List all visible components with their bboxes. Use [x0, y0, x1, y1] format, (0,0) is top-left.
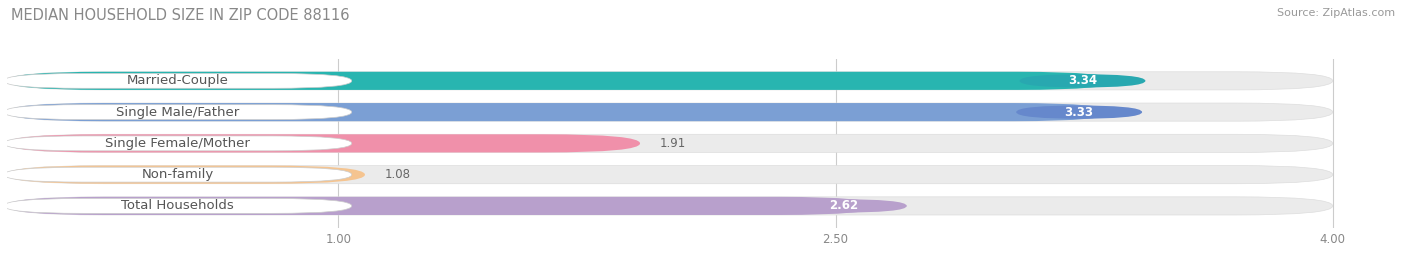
FancyBboxPatch shape [1017, 105, 1142, 119]
Text: Non-family: Non-family [142, 168, 214, 181]
FancyBboxPatch shape [7, 72, 1114, 90]
FancyBboxPatch shape [7, 134, 1333, 152]
FancyBboxPatch shape [1019, 74, 1146, 88]
Text: Single Female/Mother: Single Female/Mother [105, 137, 250, 150]
FancyBboxPatch shape [4, 199, 352, 213]
FancyBboxPatch shape [4, 167, 352, 182]
FancyBboxPatch shape [7, 166, 1333, 184]
FancyBboxPatch shape [4, 105, 352, 120]
Text: 2.62: 2.62 [830, 199, 859, 213]
Text: Total Households: Total Households [121, 199, 233, 213]
FancyBboxPatch shape [780, 199, 907, 213]
Text: 1.08: 1.08 [385, 168, 411, 181]
FancyBboxPatch shape [4, 136, 352, 151]
FancyBboxPatch shape [7, 166, 366, 184]
FancyBboxPatch shape [7, 72, 1333, 90]
FancyBboxPatch shape [7, 197, 1333, 215]
FancyBboxPatch shape [7, 134, 640, 152]
Text: 3.33: 3.33 [1064, 106, 1094, 119]
Text: Married-Couple: Married-Couple [127, 74, 229, 87]
Text: 3.34: 3.34 [1069, 74, 1097, 87]
Text: 1.91: 1.91 [659, 137, 686, 150]
Text: Single Male/Father: Single Male/Father [117, 106, 239, 119]
FancyBboxPatch shape [4, 73, 352, 88]
FancyBboxPatch shape [7, 103, 1111, 121]
FancyBboxPatch shape [7, 103, 1333, 121]
FancyBboxPatch shape [7, 197, 876, 215]
Text: Source: ZipAtlas.com: Source: ZipAtlas.com [1277, 8, 1395, 18]
Text: MEDIAN HOUSEHOLD SIZE IN ZIP CODE 88116: MEDIAN HOUSEHOLD SIZE IN ZIP CODE 88116 [11, 8, 350, 23]
